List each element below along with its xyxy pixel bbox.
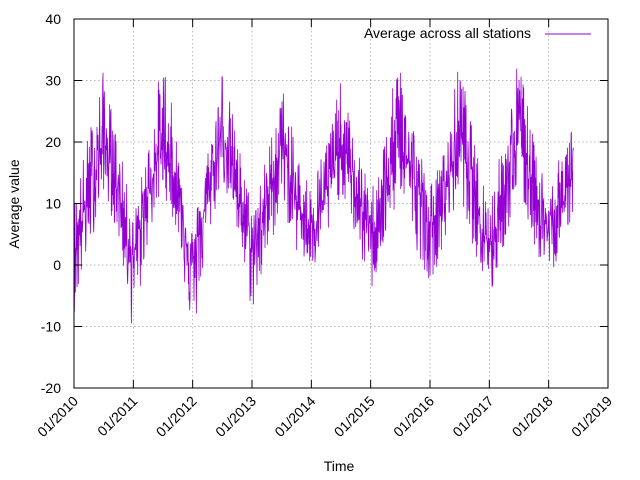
x-axis-title: Time [324, 458, 355, 474]
x-tick-label: 01/2018 [509, 393, 556, 440]
x-tick-label: 01/2010 [34, 393, 81, 440]
legend-label: Average across all stations [364, 25, 531, 41]
x-tick-label: 01/2017 [449, 393, 496, 440]
data-series [73, 68, 574, 324]
y-tick-label: 40 [45, 11, 61, 27]
y-tick-label: 20 [45, 134, 61, 150]
x-tick-labels: 01/2010 01/2011 01/2012 01/2013 01/2014 01/20… [34, 393, 615, 440]
y-tick-labels: -20 -10 0 10 20 30 40 [41, 11, 61, 396]
y-axis-title: Average value [6, 159, 22, 248]
y-tick-label: 30 [45, 73, 61, 89]
y-tick-marks [74, 18, 608, 389]
x-tick-label: 01/2013 [212, 393, 259, 440]
x-tick-label: 01/2011 [94, 393, 141, 440]
x-tick-label: 01/2019 [568, 393, 615, 440]
x-tick-label: 01/2012 [153, 393, 200, 440]
x-tick-marks [73, 19, 609, 388]
y-tick-label: 10 [45, 196, 61, 212]
series-line [73, 68, 574, 324]
y-tick-label: -20 [41, 380, 61, 396]
legend: Average across all stations [364, 25, 591, 41]
y-tick-label: 0 [53, 257, 61, 273]
x-tick-label: 01/2015 [331, 393, 378, 440]
x-tick-label: 01/2014 [271, 393, 318, 440]
y-tick-label: -10 [41, 319, 61, 335]
x-tick-label: 01/2016 [390, 393, 437, 440]
